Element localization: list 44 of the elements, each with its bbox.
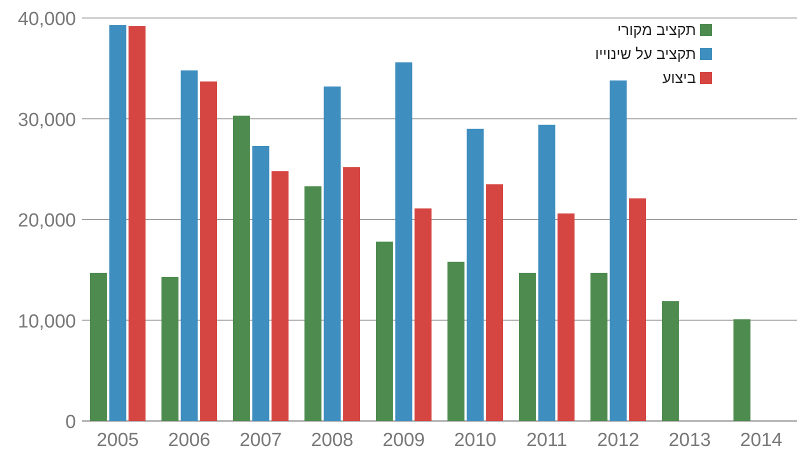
y-tick-label: 0: [65, 412, 76, 433]
bar: [538, 124, 556, 421]
bar: [109, 25, 126, 421]
legend-label: ביצוע: [662, 70, 696, 87]
bar: [662, 301, 679, 421]
x-tick-label: 2007: [240, 430, 282, 450]
bar: [343, 167, 360, 421]
bar: [518, 272, 536, 421]
bar: [558, 213, 575, 421]
legend-label: תקציב מקורי: [617, 22, 696, 39]
x-tick-label: 2010: [454, 430, 496, 450]
bar: [486, 184, 504, 421]
y-tick-label: 30,000: [18, 110, 76, 131]
bar: [629, 198, 646, 421]
bar: [324, 86, 341, 421]
x-tick-label: 2008: [311, 430, 354, 450]
bar: [128, 26, 146, 421]
x-tick-label: 2014: [740, 430, 783, 450]
bar: [90, 272, 107, 421]
bar: [610, 80, 627, 421]
y-tick-label: 10,000: [18, 311, 76, 332]
bar: [590, 272, 608, 421]
x-tick-label: 2011: [526, 430, 568, 450]
bar: [466, 128, 484, 421]
bar: [447, 262, 464, 421]
bar: [395, 62, 412, 421]
bar: [180, 70, 198, 421]
bar: [414, 208, 432, 421]
x-tick-label: 2006: [168, 430, 210, 450]
bar: [733, 319, 750, 421]
y-tick-label: 20,000: [18, 210, 76, 232]
bar: [376, 242, 393, 421]
y-tick-label: 40,000: [18, 9, 76, 30]
bar: [304, 186, 322, 421]
x-tick-label: 2009: [382, 430, 425, 450]
bar: [232, 116, 250, 421]
bar: [272, 171, 289, 421]
x-tick-label: 2013: [668, 430, 711, 450]
bar: [252, 146, 270, 421]
legend-label: תקציב על שינוייו: [595, 46, 696, 63]
bar: [161, 276, 178, 421]
x-tick-label: 2012: [597, 430, 640, 450]
x-tick-label: 2005: [96, 430, 139, 450]
bar: [200, 81, 218, 421]
